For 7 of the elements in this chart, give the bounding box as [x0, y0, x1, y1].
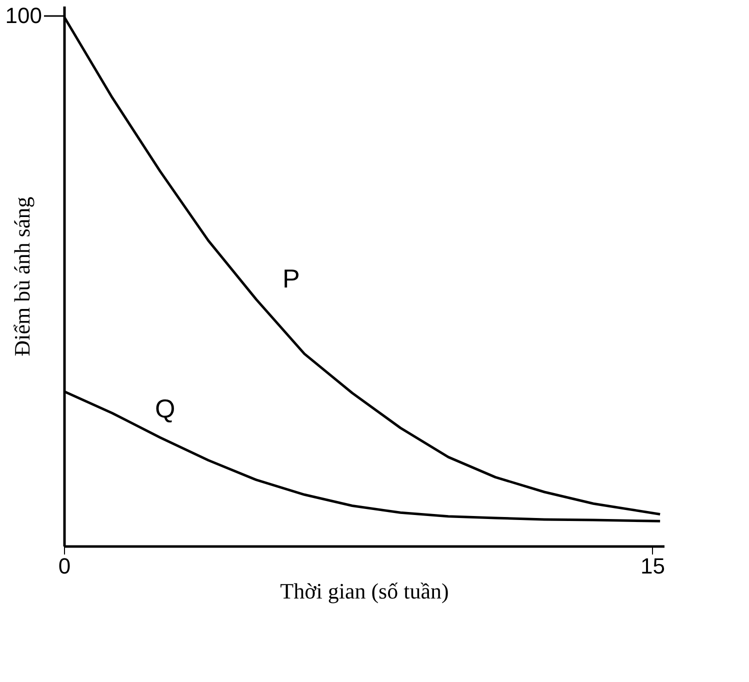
text: 100	[5, 3, 42, 28]
x-axis-title: Thời gian (số tuần)	[280, 578, 449, 604]
x-tick-label: 15	[640, 554, 665, 578]
y-axis-title: Điểm bù ánh sáng	[10, 196, 34, 356]
series-label: Q	[154, 393, 176, 424]
series-label: P	[282, 263, 300, 294]
x-tick-label: 0	[58, 554, 71, 578]
